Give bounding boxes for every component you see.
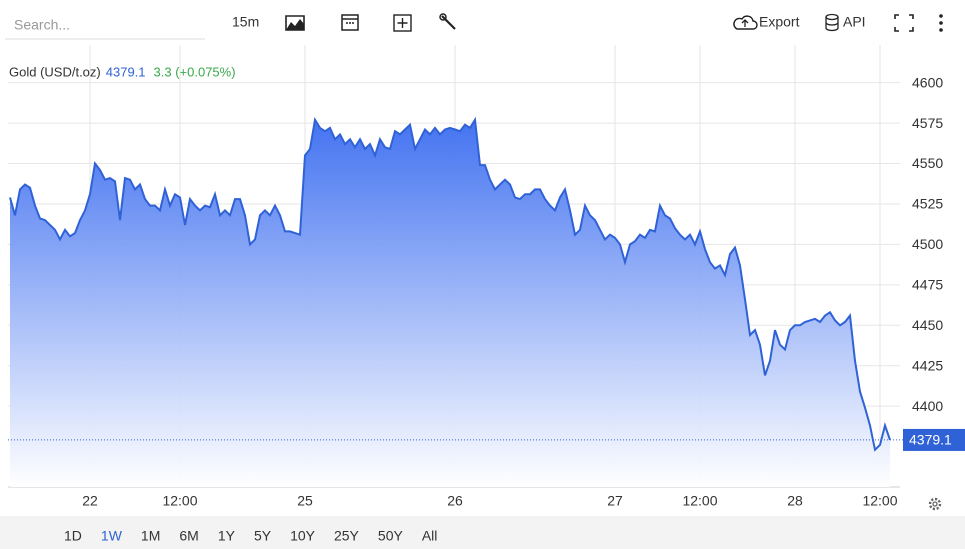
- range-button[interactable]: 1D: [64, 528, 82, 544]
- price-change: 3.3 (+0.075%): [154, 64, 236, 79]
- api-icon[interactable]: [825, 13, 839, 32]
- chart-type-icon[interactable]: [285, 15, 305, 31]
- tools-icon[interactable]: [439, 13, 456, 30]
- y-tick-label: 4600: [912, 74, 943, 90]
- last-price: 4379.1: [106, 64, 146, 79]
- x-tick-label: 25: [297, 493, 313, 509]
- range-button[interactable]: 10Y: [290, 528, 316, 544]
- range-bar: [0, 516, 965, 549]
- range-button[interactable]: 1W: [101, 528, 123, 544]
- y-tick-label: 4425: [912, 357, 943, 373]
- more-menu-icon[interactable]: [939, 14, 943, 32]
- price-area: [10, 119, 890, 488]
- y-tick-label: 4400: [912, 398, 943, 414]
- x-tick-label: 12:00: [162, 493, 197, 509]
- x-tick-label: 26: [447, 493, 463, 509]
- x-tick-label: 28: [787, 493, 803, 509]
- last-price-label: 4379.1: [909, 432, 952, 448]
- export-button[interactable]: Export: [759, 14, 800, 30]
- y-tick-label: 4500: [912, 236, 943, 252]
- y-tick-label: 4450: [912, 317, 943, 333]
- last-price-tag: [903, 428, 965, 451]
- y-tick-label: 4550: [912, 155, 943, 171]
- fullscreen-icon[interactable]: [894, 14, 914, 32]
- search-input[interactable]: Search...: [14, 17, 70, 33]
- range-button[interactable]: 1M: [141, 528, 160, 544]
- instrument-name: Gold (USD/t.oz): [9, 64, 101, 79]
- x-tick-label: 22: [82, 493, 98, 509]
- settings-icon[interactable]: [928, 497, 942, 511]
- calendar-icon[interactable]: [341, 14, 359, 31]
- y-tick-label: 4475: [912, 277, 943, 293]
- price-line: [9, 116, 891, 452]
- range-button[interactable]: 6M: [179, 528, 198, 544]
- x-tick-label: 27: [607, 493, 623, 509]
- api-button[interactable]: API: [843, 14, 866, 30]
- range-button[interactable]: All: [422, 528, 438, 544]
- range-button[interactable]: 1Y: [218, 528, 236, 544]
- add-indicator-icon[interactable]: [393, 14, 412, 32]
- interval-button[interactable]: 15m: [232, 14, 259, 30]
- x-tick-label: 12:00: [862, 493, 897, 509]
- x-tick-label: 12:00: [682, 493, 717, 509]
- export-icon[interactable]: [733, 15, 758, 30]
- range-button[interactable]: 25Y: [334, 528, 360, 544]
- y-tick-label: 4525: [912, 196, 943, 212]
- y-tick-label: 4575: [912, 115, 943, 131]
- range-button[interactable]: 5Y: [254, 528, 272, 544]
- range-button[interactable]: 50Y: [378, 528, 404, 544]
